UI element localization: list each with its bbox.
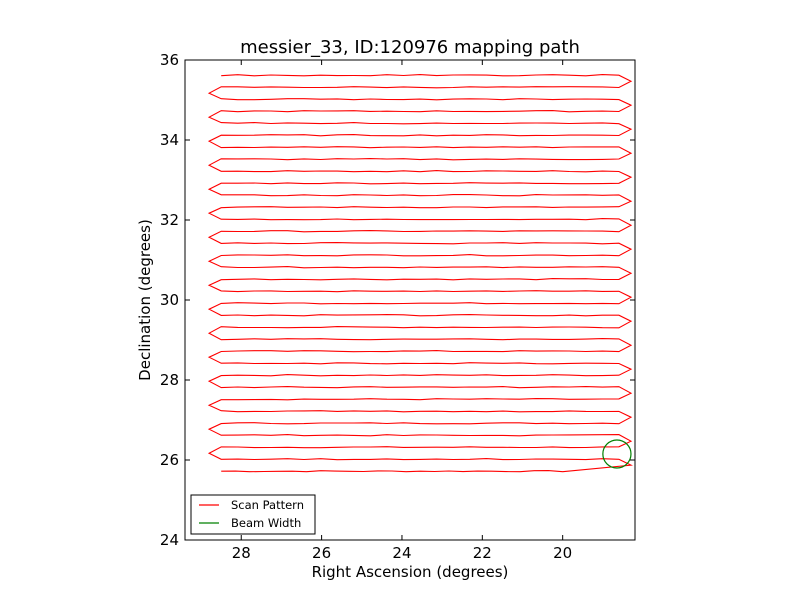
scan-pattern-line <box>207 74 633 473</box>
x-tick-label: 20 <box>553 544 572 562</box>
x-tick-label: 22 <box>473 544 492 562</box>
y-axis-ticks: 24 26 28 30 32 34 36 <box>160 51 635 549</box>
legend: Scan Pattern Beam Width <box>190 494 316 535</box>
y-tick-label: 24 <box>160 531 179 549</box>
legend-label-beam-width: Beam Width <box>231 516 301 530</box>
y-axis-label: Declination (degrees) <box>136 219 154 381</box>
x-axis-ticks: 28 26 24 22 20 <box>232 60 572 562</box>
x-axis-label: Right Ascension (degrees) <box>312 563 509 581</box>
scan-pattern-layer <box>207 74 633 473</box>
y-tick-label: 36 <box>160 51 179 69</box>
y-tick-label: 34 <box>160 131 179 149</box>
y-tick-label: 30 <box>160 291 179 309</box>
legend-box <box>190 494 316 535</box>
beam-width-layer <box>602 439 632 469</box>
y-tick-label: 32 <box>160 211 179 229</box>
y-tick-label: 28 <box>160 371 179 389</box>
y-tick-label: 26 <box>160 451 179 469</box>
x-tick-label: 24 <box>392 544 411 562</box>
plot-frame <box>184 59 636 541</box>
x-tick-label: 28 <box>232 544 251 562</box>
legend-label-scan-pattern: Scan Pattern <box>231 498 304 512</box>
beam-width-circle <box>602 439 632 469</box>
chart-title: messier_33, ID:120976 mapping path <box>240 37 580 58</box>
x-tick-label: 26 <box>312 544 331 562</box>
